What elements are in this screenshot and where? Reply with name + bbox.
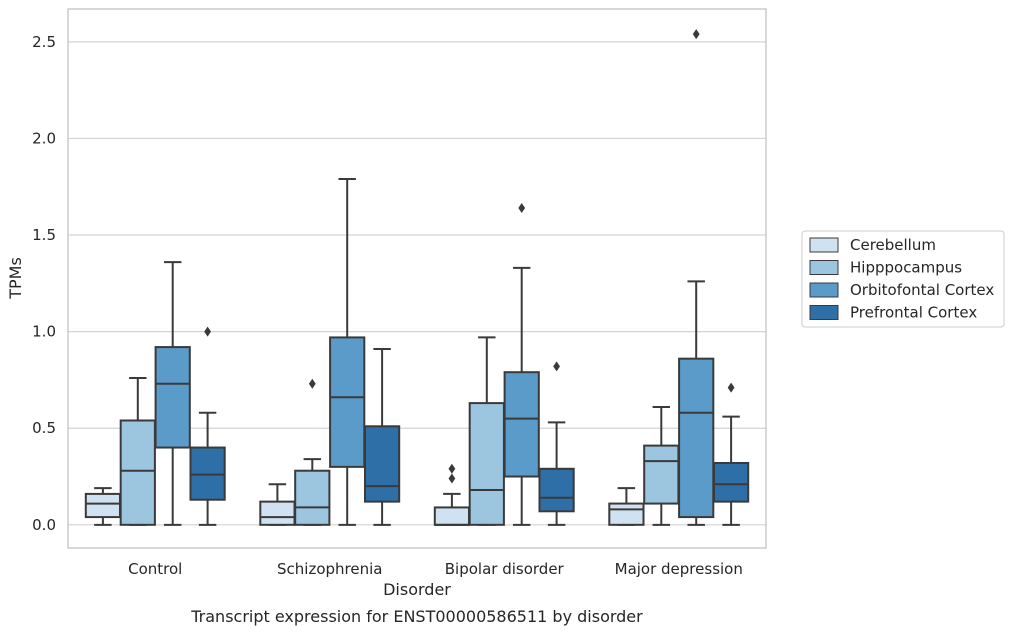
x-tick-label: Major depression bbox=[615, 560, 743, 578]
box bbox=[119, 376, 156, 526]
box bbox=[329, 178, 366, 526]
box-body bbox=[678, 357, 715, 519]
box-body bbox=[503, 371, 540, 478]
plot-frame bbox=[67, 8, 767, 549]
box bbox=[294, 378, 331, 526]
series-hipppocampus bbox=[119, 336, 680, 526]
box bbox=[468, 336, 505, 526]
legend-swatch bbox=[809, 260, 839, 275]
box bbox=[189, 326, 226, 526]
boxes bbox=[84, 29, 750, 526]
legend-label: Prefrontal Cortex bbox=[850, 304, 977, 322]
box bbox=[643, 405, 680, 526]
box-body bbox=[294, 469, 331, 526]
y-tick-label: 0.0 bbox=[32, 516, 56, 534]
box bbox=[678, 29, 715, 526]
outlier-point bbox=[727, 382, 735, 393]
y-tick-label: 1.0 bbox=[32, 323, 56, 341]
legend: Cerebellum Hipppocampus Orbitofontal Corte… bbox=[801, 230, 1005, 328]
legend-swatch bbox=[809, 282, 839, 298]
box-body bbox=[538, 467, 575, 513]
outlier-point bbox=[553, 361, 560, 372]
outlier-point bbox=[308, 378, 316, 389]
chart-caption: Transcript expression for ENST0000058651… bbox=[190, 607, 643, 626]
x-tick-label: Schizophrenia bbox=[277, 560, 382, 578]
series-cerebellum bbox=[84, 463, 645, 526]
box-body bbox=[119, 419, 156, 526]
x-axis-label: Disorder bbox=[383, 580, 451, 599]
x-tick-label: Bipolar disorder bbox=[445, 560, 565, 578]
y-tick-labels: 0.0 0.5 1.0 1.5 2.0 2.5 bbox=[32, 33, 56, 534]
box bbox=[712, 382, 750, 526]
box-body bbox=[468, 402, 505, 526]
legend-frame bbox=[801, 230, 1005, 328]
legend-swatch bbox=[809, 305, 839, 320]
box-body bbox=[154, 346, 191, 449]
outlier-point bbox=[448, 463, 456, 474]
outlier-point bbox=[692, 29, 700, 40]
x-tick-label: Control bbox=[128, 560, 182, 578]
legend-label: Hipppocampus bbox=[850, 259, 962, 277]
series-prefrontal-cortex bbox=[189, 326, 750, 526]
x-tick-labels: Control Schizophrenia Bipolar disorder Majo… bbox=[128, 560, 743, 578]
outlier-point bbox=[204, 326, 211, 337]
box bbox=[538, 361, 575, 526]
box-body bbox=[329, 336, 366, 468]
legend-label: Orbitofontal Cortex bbox=[850, 281, 994, 299]
box bbox=[259, 483, 296, 526]
box bbox=[154, 261, 191, 526]
box bbox=[608, 487, 645, 526]
series-orbitofontal-cortex bbox=[154, 29, 715, 526]
box-body bbox=[433, 506, 471, 526]
y-tick-label: 2.0 bbox=[32, 129, 56, 147]
box-body bbox=[84, 492, 122, 519]
y-tick-label: 2.5 bbox=[32, 33, 56, 51]
box-body bbox=[712, 461, 750, 503]
box-body bbox=[608, 502, 645, 526]
box-body bbox=[643, 444, 680, 505]
outlier-point bbox=[448, 473, 456, 484]
legend-label: Cerebellum bbox=[850, 236, 936, 254]
legend-swatch bbox=[809, 237, 839, 253]
y-tick-label: 0.5 bbox=[32, 419, 56, 437]
box bbox=[84, 487, 122, 526]
outlier-point bbox=[518, 202, 526, 213]
box bbox=[503, 202, 540, 526]
box bbox=[363, 348, 401, 526]
y-tick-label: 1.5 bbox=[32, 226, 56, 244]
box-body bbox=[259, 500, 296, 526]
box-body bbox=[363, 425, 401, 503]
y-axis-label: TPMs bbox=[6, 257, 25, 300]
box bbox=[433, 463, 471, 526]
